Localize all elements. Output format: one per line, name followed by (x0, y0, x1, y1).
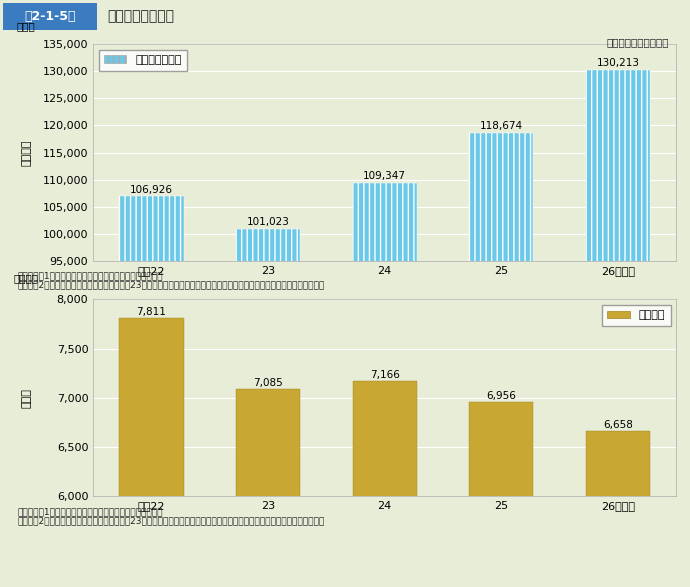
Text: 109,347: 109,347 (363, 171, 406, 181)
Bar (353, 382, 417, 587)
Text: 第2-1-5図: 第2-1-5図 (24, 9, 76, 23)
Bar (586, 431, 650, 587)
Bar (586, 70, 650, 587)
Text: （回線）: （回線） (14, 274, 39, 284)
Text: 6,658: 6,658 (603, 420, 633, 430)
Text: 無線局数: 無線局数 (21, 139, 31, 166)
Bar (119, 318, 184, 587)
Bar (236, 228, 300, 587)
Legend: 消防電話: 消防電話 (602, 305, 671, 326)
Text: 7,166: 7,166 (370, 370, 400, 380)
Bar (469, 133, 533, 587)
Legend: 消防救急無線局: 消防救急無線局 (99, 49, 187, 70)
Text: 7,085: 7,085 (253, 378, 283, 388)
Text: （各年４月１日現在）: （各年４月１日現在） (607, 37, 669, 47)
Bar (119, 197, 184, 587)
Text: 2　東日本大震災の影響により、平成23年の岩手県、宮城県及び福島県のデータは除いた数値により集計している。: 2 東日本大震災の影響により、平成23年の岩手県、宮城県及び福島県のデータは除い… (17, 516, 324, 525)
Text: 7,811: 7,811 (137, 307, 166, 317)
Bar (353, 183, 417, 587)
Text: 101,023: 101,023 (246, 217, 290, 227)
Text: 118,674: 118,674 (480, 121, 523, 131)
Text: 2　東日本大震災の影響により、平成23年の岩手県、宮城県及び福島県のデータは除いた数値により集計している。: 2 東日本大震災の影響により、平成23年の岩手県、宮城県及び福島県のデータは除い… (17, 280, 324, 289)
Text: （備考）　1　「消防防災・震災対策現況調査」により作成: （備考） 1 「消防防災・震災対策現況調査」により作成 (17, 271, 163, 280)
Text: 106,926: 106,926 (130, 184, 173, 194)
Bar (469, 402, 533, 587)
Bar (236, 389, 300, 587)
Text: （局）: （局） (17, 21, 35, 31)
FancyBboxPatch shape (3, 2, 97, 30)
Text: 6,956: 6,956 (486, 391, 516, 401)
Text: 通信施設等の状況: 通信施設等の状況 (107, 9, 174, 23)
Text: 130,213: 130,213 (596, 58, 640, 68)
Text: （備考）　1　「消防防災・震災対策現況調査」により作成: （備考） 1 「消防防災・震災対策現況調査」により作成 (17, 507, 163, 516)
Text: 回線数: 回線数 (21, 388, 31, 407)
